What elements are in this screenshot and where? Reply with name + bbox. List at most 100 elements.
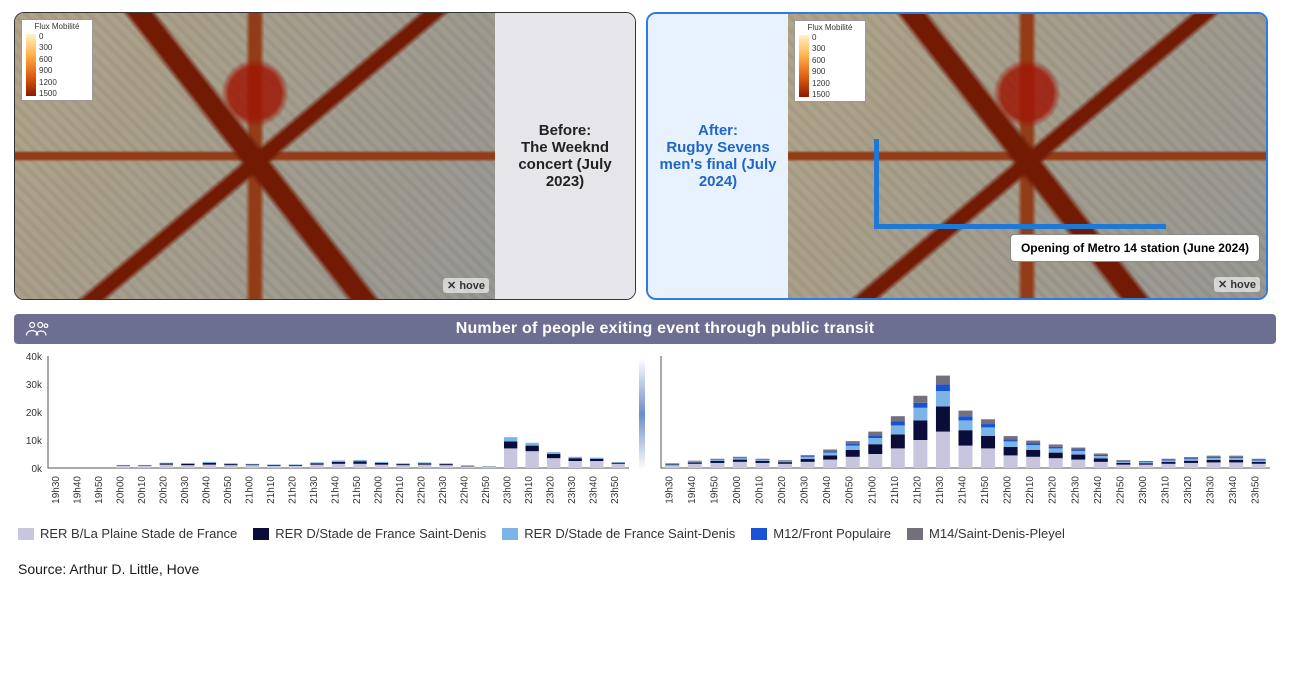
svg-text:20h30: 20h30 xyxy=(800,476,811,504)
bar-segment xyxy=(733,458,747,459)
svg-text:22h20: 22h20 xyxy=(417,476,428,504)
bar-segment xyxy=(224,465,237,468)
people-icon xyxy=(24,320,50,338)
bar-segment xyxy=(1071,455,1085,460)
bar-segment xyxy=(396,463,409,464)
bar-segment xyxy=(1252,462,1266,464)
bar-segment xyxy=(733,457,747,458)
bar-segment xyxy=(1004,436,1018,439)
svg-text:21h50: 21h50 xyxy=(980,476,991,504)
bar-segment xyxy=(246,464,259,465)
bar-segment xyxy=(482,467,495,468)
bar-segment xyxy=(1071,450,1085,451)
svg-text:20h40: 20h40 xyxy=(201,476,212,504)
bar-segment xyxy=(1162,464,1176,468)
bar-segment xyxy=(959,411,973,417)
source-line: Source: Arthur D. Little, Hove xyxy=(0,547,1290,593)
svg-text:22h50: 22h50 xyxy=(1115,476,1126,504)
bar-segment xyxy=(612,464,625,468)
chart-header: Number of people exiting event through p… xyxy=(14,314,1276,344)
bar-segment xyxy=(267,465,280,466)
bar-segment xyxy=(203,462,216,463)
bar-segment xyxy=(688,462,702,463)
bar-segment xyxy=(823,455,837,459)
bar-segment xyxy=(936,385,950,391)
bar-segment xyxy=(913,403,927,408)
bar-segment xyxy=(868,438,882,444)
bar-segment xyxy=(868,444,882,454)
svg-text:20h10: 20h10 xyxy=(755,476,766,504)
svg-text:19h50: 19h50 xyxy=(709,476,720,504)
svg-text:22h00: 22h00 xyxy=(374,476,385,504)
svg-text:0k: 0k xyxy=(31,464,43,475)
bar-segment xyxy=(1049,444,1063,446)
chart-divider xyxy=(639,358,645,470)
bar-segment xyxy=(353,460,366,461)
bar-segment xyxy=(1252,459,1266,460)
legend-item: RER D/Stade de France Saint-Denis xyxy=(502,526,735,541)
bar-segment xyxy=(981,436,995,449)
bar-segment xyxy=(1049,458,1063,468)
bar-segment xyxy=(959,416,973,420)
svg-text:22h30: 22h30 xyxy=(438,476,449,504)
bar-segment xyxy=(160,463,173,464)
bar-segment xyxy=(688,462,702,463)
bar-segment xyxy=(1004,447,1018,455)
svg-text:23h20: 23h20 xyxy=(546,476,557,504)
chart-before: 0k10k20k30k40k19h3019h4019h5020h0020h102… xyxy=(8,350,635,520)
heatmap-legend-title: Flux Mobilité xyxy=(795,21,865,32)
bar-segment xyxy=(936,432,950,468)
bar-segment xyxy=(138,466,151,468)
bar-segment xyxy=(823,451,837,452)
svg-text:22h10: 22h10 xyxy=(1025,476,1036,504)
bar-segment xyxy=(1094,462,1108,468)
bar-segment xyxy=(181,463,194,464)
svg-text:20h00: 20h00 xyxy=(115,476,126,504)
bar-segment xyxy=(246,465,259,468)
bar-segment xyxy=(310,463,323,464)
bar-segment xyxy=(846,457,860,468)
bar-segment xyxy=(913,420,927,440)
bar-segment xyxy=(332,464,345,468)
bar-segment xyxy=(891,425,905,434)
bar-segment xyxy=(1184,458,1198,459)
svg-text:40k: 40k xyxy=(26,352,43,363)
bar-segment xyxy=(1004,441,1018,447)
bar-segment xyxy=(1162,462,1176,464)
bar-segment xyxy=(891,434,905,448)
legend-label: M14/Saint-Denis-Pleyel xyxy=(929,526,1065,541)
bar-segment xyxy=(289,466,302,468)
heatmap-legend-ticks: 030060090012001500 xyxy=(39,32,57,98)
bar-segment xyxy=(778,464,792,468)
bar-segment xyxy=(332,460,345,461)
svg-text:21h00: 21h00 xyxy=(867,476,878,504)
svg-text:20h20: 20h20 xyxy=(777,476,788,504)
bar-segment xyxy=(936,376,950,385)
bar-segment xyxy=(1207,462,1221,468)
legend-item: RER D/Stade de France Saint-Denis xyxy=(253,526,486,541)
bar-segment xyxy=(525,446,538,452)
bar-segment xyxy=(733,460,747,462)
bar-segment xyxy=(1162,460,1176,461)
bar-segment xyxy=(1049,447,1063,449)
before-map: Flux Mobilité 030060090012001500 ✕ hove xyxy=(15,13,495,299)
bar-segment xyxy=(710,460,724,461)
svg-text:19h40: 19h40 xyxy=(72,476,83,504)
bar-segment xyxy=(1094,456,1108,459)
bar-segment xyxy=(224,463,237,464)
bar-segment xyxy=(1026,450,1040,457)
svg-text:23h00: 23h00 xyxy=(503,476,514,504)
bar-segment xyxy=(778,461,792,462)
bar-segment xyxy=(569,461,582,468)
bar-segment xyxy=(981,424,995,427)
bar-segment xyxy=(801,459,815,462)
bar-segment xyxy=(778,462,792,464)
svg-text:22h00: 22h00 xyxy=(1003,476,1014,504)
bar-segment xyxy=(1094,453,1108,454)
svg-text:22h20: 22h20 xyxy=(1048,476,1059,504)
bar-segment xyxy=(1139,461,1153,462)
svg-text:22h40: 22h40 xyxy=(1093,476,1104,504)
svg-text:20h10: 20h10 xyxy=(137,476,148,504)
hove-brand: ✕ hove xyxy=(443,278,489,293)
bar-segment xyxy=(1116,460,1130,461)
